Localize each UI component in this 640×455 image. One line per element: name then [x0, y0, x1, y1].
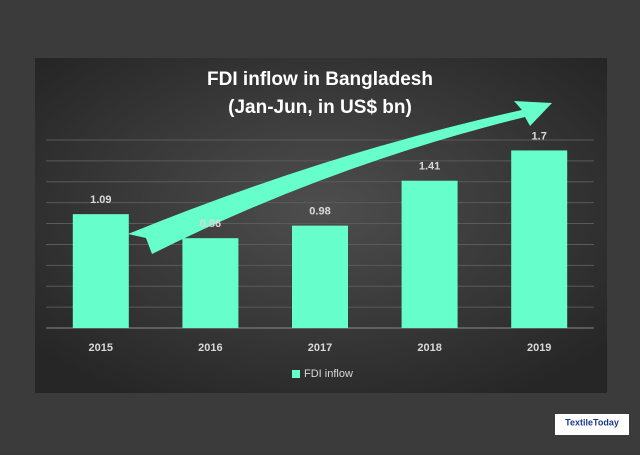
value-label: 1.09	[90, 194, 111, 206]
value-label: 1.41	[419, 161, 440, 173]
trend-arrow	[128, 101, 552, 254]
bar	[401, 180, 458, 328]
x-tick-label: 2016	[198, 342, 222, 354]
x-tick-label: 2017	[308, 342, 332, 354]
bar	[72, 214, 129, 328]
logo-box	[555, 414, 629, 435]
value-label: 0.98	[309, 206, 330, 218]
bar	[511, 150, 568, 328]
x-tick-label: 2018	[417, 342, 441, 354]
x-tick-label: 2019	[527, 342, 551, 354]
chart-title: FDI inflow in Bangladesh	[207, 69, 433, 90]
chart-subtitle: (Jan-Jun, in US$ bn)	[228, 97, 412, 118]
logo: TextileToday	[565, 417, 619, 427]
value-label: 0.86	[200, 218, 221, 230]
bar	[292, 225, 348, 328]
value-label: 1.7	[532, 130, 547, 142]
bar	[182, 238, 239, 328]
legend-label: FDI inflow	[304, 368, 353, 380]
legend-swatch	[292, 370, 300, 378]
x-tick-label: 2015	[89, 342, 113, 354]
